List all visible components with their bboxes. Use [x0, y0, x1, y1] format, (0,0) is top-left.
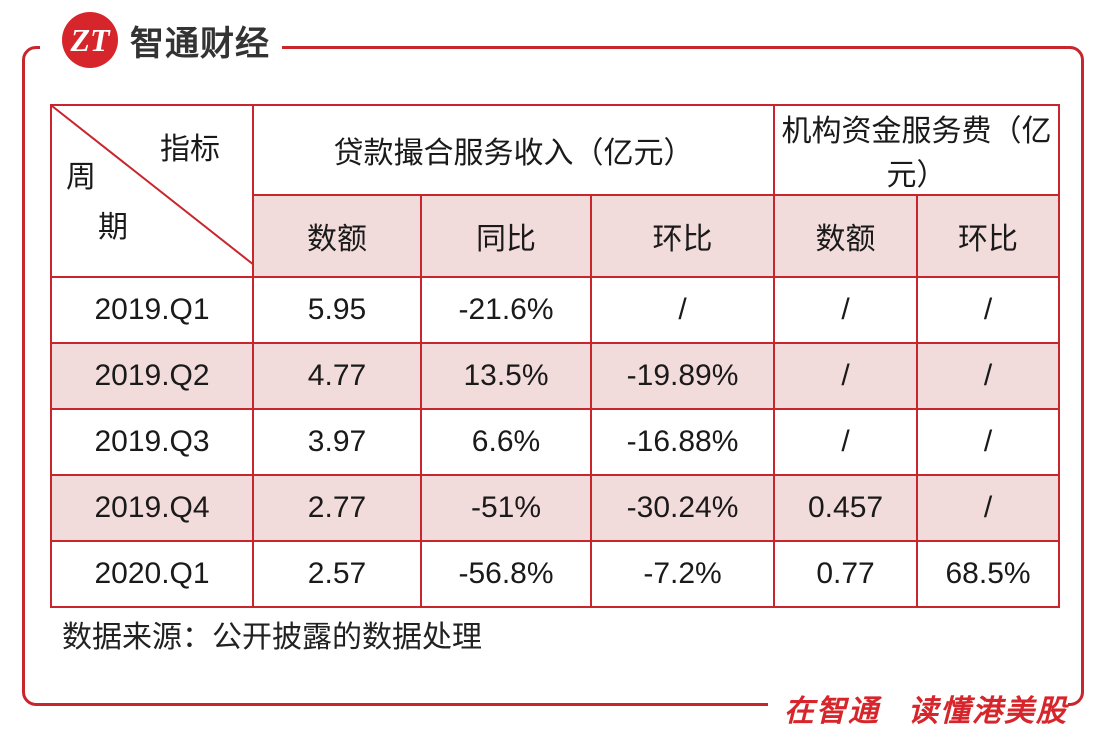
table-cell: /: [773, 276, 919, 344]
table-row: 2020.Q1 2.57 -56.8% -7.2% 0.77 68.5%: [50, 540, 1061, 608]
table-cell: 0.457: [773, 474, 919, 542]
corner-header-cell: 指标 周 期: [50, 104, 254, 278]
table-cell: -56.8%: [420, 540, 592, 608]
table-cell: 3.97: [252, 408, 422, 476]
page-frame: [22, 46, 1084, 706]
table-cell: /: [773, 408, 919, 476]
period-cell: 2019.Q4: [50, 474, 254, 542]
table-header-row: 指标 周 期 贷款撮合服务收入（亿元） 机构资金服务费（亿元）: [50, 104, 1061, 278]
table-cell: -16.88%: [589, 408, 776, 476]
brand-name: 智通财经: [130, 23, 270, 64]
table-row: 2019.Q4 2.77 -51% -30.24% 0.457 /: [50, 474, 1061, 542]
period-cell: 2019.Q1: [50, 276, 254, 344]
table-row: 2019.Q3 3.97 6.6% -16.88% / /: [50, 408, 1061, 476]
source-note: 数据来源：公开披露的数据处理: [62, 620, 482, 655]
table-cell: -21.6%: [420, 276, 592, 344]
table-cell: 4.77: [252, 342, 422, 410]
subheader-cell: 环比: [916, 194, 1061, 278]
group-header-institution-fee: 机构资金服务费（亿元）: [773, 104, 1061, 196]
table-cell: /: [916, 342, 1061, 410]
subheader-cell: 数额: [773, 194, 919, 278]
table-cell: /: [916, 408, 1061, 476]
brand-header: ZT 智通财经: [40, 0, 282, 80]
slogan: 在智通 读懂港美股: [768, 686, 1068, 730]
slogan-part-1: 在智通: [784, 694, 880, 729]
brand-logo-icon: ZT: [62, 12, 118, 68]
table-row: 2019.Q1 5.95 -21.6% / / /: [50, 276, 1061, 344]
slogan-part-2: 读懂港美股: [908, 694, 1068, 729]
subheader-cell: 环比: [589, 194, 776, 278]
period-cell: 2019.Q2: [50, 342, 254, 410]
table-cell: 2.77: [252, 474, 422, 542]
table-cell: /: [916, 276, 1061, 344]
table-cell: -7.2%: [589, 540, 776, 608]
period-cell: 2019.Q3: [50, 408, 254, 476]
corner-period-label-2: 期: [98, 211, 128, 244]
data-table: 指标 周 期 贷款撮合服务收入（亿元） 机构资金服务费（亿元） 数额 同比 环比…: [50, 104, 1061, 608]
table-cell: /: [589, 276, 776, 344]
table-cell: 68.5%: [916, 540, 1061, 608]
period-cell: 2020.Q1: [50, 540, 254, 608]
table-cell: -30.24%: [589, 474, 776, 542]
table-cell: 13.5%: [420, 342, 592, 410]
group-header-loan-matching: 贷款撮合服务收入（亿元）: [251, 104, 776, 196]
table-cell: /: [916, 474, 1061, 542]
table-cell: 5.95: [252, 276, 422, 344]
diagonal-divider: [52, 106, 254, 265]
subheader-cell: 数额: [252, 194, 422, 278]
table-cell: 0.77: [773, 540, 919, 608]
table-cell: -19.89%: [589, 342, 776, 410]
subheader-cell: 同比: [420, 194, 592, 278]
table-subheader-row: 数额 同比 环比 数额 环比: [51, 194, 1061, 278]
table-cell: /: [773, 342, 919, 410]
corner-metric-label: 指标: [160, 133, 220, 166]
table-row: 2019.Q2 4.77 13.5% -19.89% / /: [50, 342, 1061, 410]
table-cell: 6.6%: [420, 408, 592, 476]
table-cell: -51%: [420, 474, 592, 542]
table-cell: 2.57: [252, 540, 422, 608]
corner-period-label-1: 周: [66, 161, 96, 194]
